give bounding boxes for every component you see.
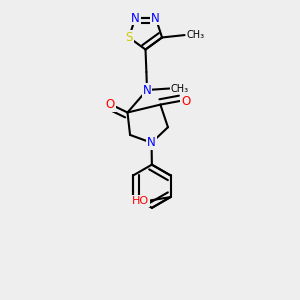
- Text: HO: HO: [132, 196, 149, 206]
- Text: N: N: [131, 11, 140, 25]
- Text: N: N: [142, 83, 152, 97]
- Text: N: N: [147, 136, 156, 149]
- Text: O: O: [106, 98, 115, 111]
- Text: CH₃: CH₃: [171, 83, 189, 94]
- Text: CH₃: CH₃: [186, 30, 205, 40]
- Text: S: S: [125, 31, 133, 44]
- Text: N: N: [152, 11, 160, 25]
- Text: O: O: [182, 94, 190, 107]
